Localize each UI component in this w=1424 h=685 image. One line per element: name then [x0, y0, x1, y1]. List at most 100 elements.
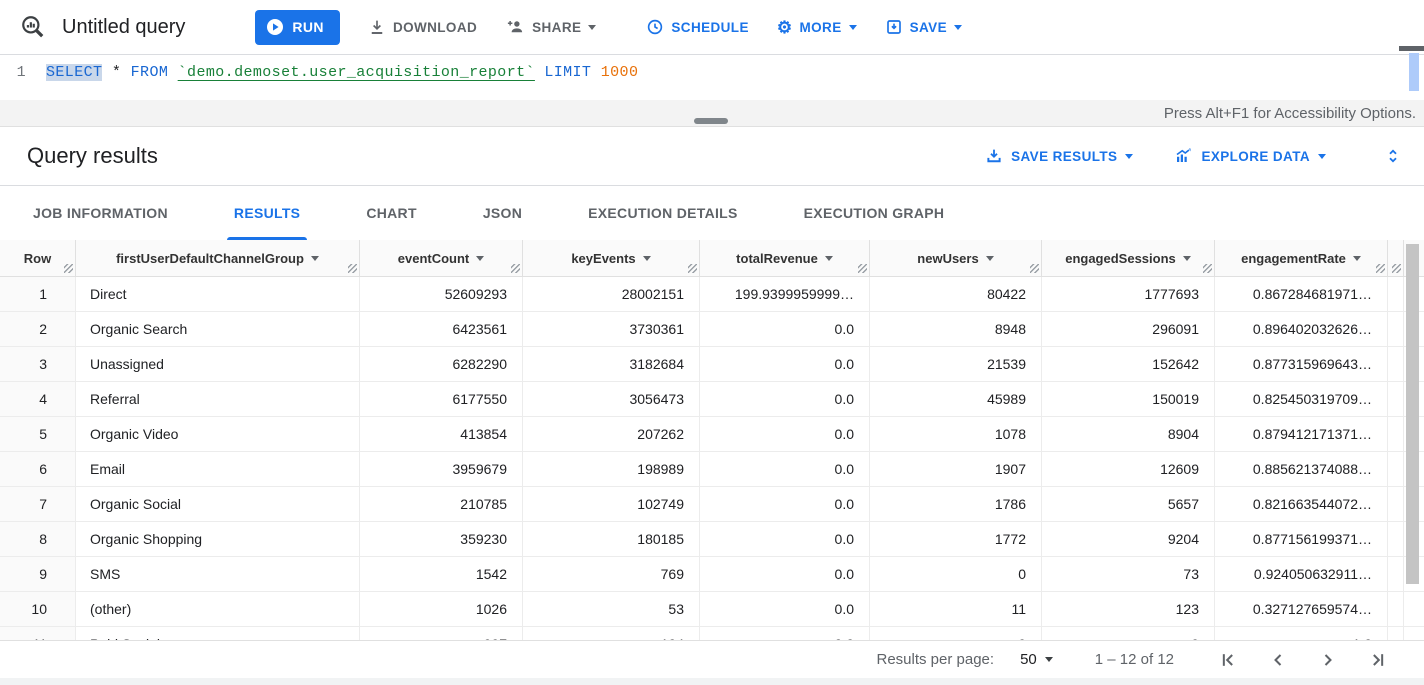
table-cell[interactable]: 0.0 [700, 347, 870, 381]
sql-table-reference[interactable]: `demo.demoset.user_acquisition_report` [177, 64, 535, 81]
column-sort-caret-icon[interactable] [824, 256, 833, 261]
table-cell[interactable]: 1542 [360, 557, 523, 591]
table-cell[interactable]: 0 [870, 557, 1042, 591]
table-cell[interactable]: Unassigned [76, 347, 360, 381]
column-sort-caret-icon[interactable] [1182, 256, 1191, 261]
tab-job-information[interactable]: JOB INFORMATION [33, 205, 168, 221]
table-cell[interactable]: 0.0 [700, 522, 870, 556]
table-cell[interactable]: 997 [360, 627, 523, 640]
table-cell[interactable]: 6423561 [360, 312, 523, 346]
column-header-firstUserDefaultChannelGroup[interactable]: firstUserDefaultChannelGroup [76, 240, 360, 276]
table-cell[interactable]: 0.924050632911… [1215, 557, 1388, 591]
column-resize-grip[interactable] [511, 264, 520, 273]
table-cell[interactable]: 53 [523, 592, 700, 626]
table-cell[interactable]: Organic Shopping [76, 522, 360, 556]
column-header-eventCount[interactable]: eventCount [360, 240, 523, 276]
table-cell[interactable]: Organic Social [76, 487, 360, 521]
table-cell[interactable]: 0.879412171371… [1215, 417, 1388, 451]
table-cell[interactable]: Organic Search [76, 312, 360, 346]
save-button[interactable]: SAVE [885, 9, 962, 45]
table-cell[interactable]: 198989 [523, 452, 700, 486]
schedule-button[interactable]: SCHEDULE [646, 9, 748, 45]
table-cell[interactable]: 0.327127659574… [1215, 592, 1388, 626]
table-cell[interactable]: 1.0 [1215, 627, 1388, 640]
column-header-engagedSessions[interactable]: engagedSessions [1042, 240, 1215, 276]
column-resize-grip[interactable] [1376, 264, 1385, 273]
tab-chart[interactable]: CHART [366, 205, 417, 221]
sql-text[interactable]: SELECT * FROM `demo.demoset.user_acquisi… [46, 64, 638, 81]
download-button[interactable]: DOWNLOAD [368, 9, 477, 45]
table-cell[interactable]: 3182684 [523, 347, 700, 381]
table-cell[interactable]: 769 [523, 557, 700, 591]
column-resize-grip[interactable] [1030, 264, 1039, 273]
table-cell[interactable]: 413854 [360, 417, 523, 451]
column-resize-grip[interactable] [858, 264, 867, 273]
table-cell[interactable]: 80422 [870, 277, 1042, 311]
page-size-select[interactable]: 50 [1020, 651, 1053, 668]
table-cell[interactable]: Email [76, 452, 360, 486]
table-cell[interactable]: 6282290 [360, 347, 523, 381]
table-cell[interactable]: 150019 [1042, 382, 1215, 416]
table-cell[interactable]: 45989 [870, 382, 1042, 416]
save-results-button[interactable]: SAVE RESULTS [985, 147, 1134, 165]
table-cell[interactable]: 1026 [360, 592, 523, 626]
run-button[interactable]: RUN [255, 9, 340, 45]
table-cell[interactable]: 21539 [870, 347, 1042, 381]
column-resize-grip[interactable] [64, 264, 73, 273]
expand-results-button[interactable] [1384, 146, 1402, 166]
column-sort-caret-icon[interactable] [1352, 256, 1361, 261]
table-cell[interactable]: 207262 [523, 417, 700, 451]
column-resize-grip[interactable] [688, 264, 697, 273]
table-cell[interactable]: 1772 [870, 522, 1042, 556]
table-cell[interactable]: 3056473 [523, 382, 700, 416]
table-cell[interactable]: 8904 [1042, 417, 1215, 451]
column-header-engagementRate[interactable]: engagementRate [1215, 240, 1388, 276]
column-sort-caret-icon[interactable] [985, 256, 994, 261]
next-page-button[interactable] [1318, 650, 1338, 670]
table-cell[interactable]: Paid Social [76, 627, 360, 640]
share-button[interactable]: SHARE [505, 9, 597, 45]
column-resize-grip[interactable] [1392, 264, 1401, 273]
tab-execution-graph[interactable]: EXECUTION GRAPH [803, 205, 945, 221]
table-cell[interactable]: 9 [870, 627, 1042, 640]
column-header-newUsers[interactable]: newUsers [870, 240, 1042, 276]
column-sort-caret-icon[interactable] [476, 256, 485, 261]
table-cell[interactable]: 0.821663544072… [1215, 487, 1388, 521]
table-cell[interactable]: 199.9399959999… [700, 277, 870, 311]
table-cell[interactable]: 210785 [360, 487, 523, 521]
last-page-button[interactable] [1368, 650, 1388, 670]
table-cell[interactable]: 9 [1042, 627, 1215, 640]
table-cell[interactable]: 0.885621374088… [1215, 452, 1388, 486]
table-cell[interactable]: Referral [76, 382, 360, 416]
column-sort-caret-icon[interactable] [310, 256, 319, 261]
table-cell[interactable]: 0.0 [700, 382, 870, 416]
table-cell[interactable]: 0.896402032626… [1215, 312, 1388, 346]
table-cell[interactable]: 0.0 [700, 452, 870, 486]
table-cell[interactable]: 1777693 [1042, 277, 1215, 311]
table-cell[interactable]: 0.0 [700, 417, 870, 451]
more-button[interactable]: ⚙ MORE [777, 9, 857, 45]
sql-code-line[interactable]: 1 SELECT * FROM `demo.demoset.user_acqui… [0, 55, 1424, 101]
table-cell[interactable]: 28002151 [523, 277, 700, 311]
table-cell[interactable]: 296091 [1042, 312, 1215, 346]
table-cell[interactable]: 52609293 [360, 277, 523, 311]
table-cell[interactable]: 6177550 [360, 382, 523, 416]
horizontal-scrollbar-track[interactable] [0, 678, 1424, 685]
column-resize-grip[interactable] [1203, 264, 1212, 273]
panel-resize-handle[interactable] [694, 118, 728, 124]
tab-execution-details[interactable]: EXECUTION DETAILS [588, 205, 738, 221]
table-cell[interactable]: 0.0 [700, 627, 870, 640]
table-cell[interactable]: 0.0 [700, 487, 870, 521]
table-cell[interactable]: 3959679 [360, 452, 523, 486]
column-header-keyEvents[interactable]: keyEvents [523, 240, 700, 276]
table-cell[interactable]: 0.867284681971… [1215, 277, 1388, 311]
table-cell[interactable]: 0.877315969643… [1215, 347, 1388, 381]
table-cell[interactable]: 1907 [870, 452, 1042, 486]
column-sort-caret-icon[interactable] [642, 256, 651, 261]
table-cell[interactable]: SMS [76, 557, 360, 591]
column-header-totalRevenue[interactable]: totalRevenue [700, 240, 870, 276]
table-cell[interactable]: 359230 [360, 522, 523, 556]
table-cell[interactable]: 102749 [523, 487, 700, 521]
table-cell[interactable]: Direct [76, 277, 360, 311]
table-cell[interactable]: 0.825450319709… [1215, 382, 1388, 416]
